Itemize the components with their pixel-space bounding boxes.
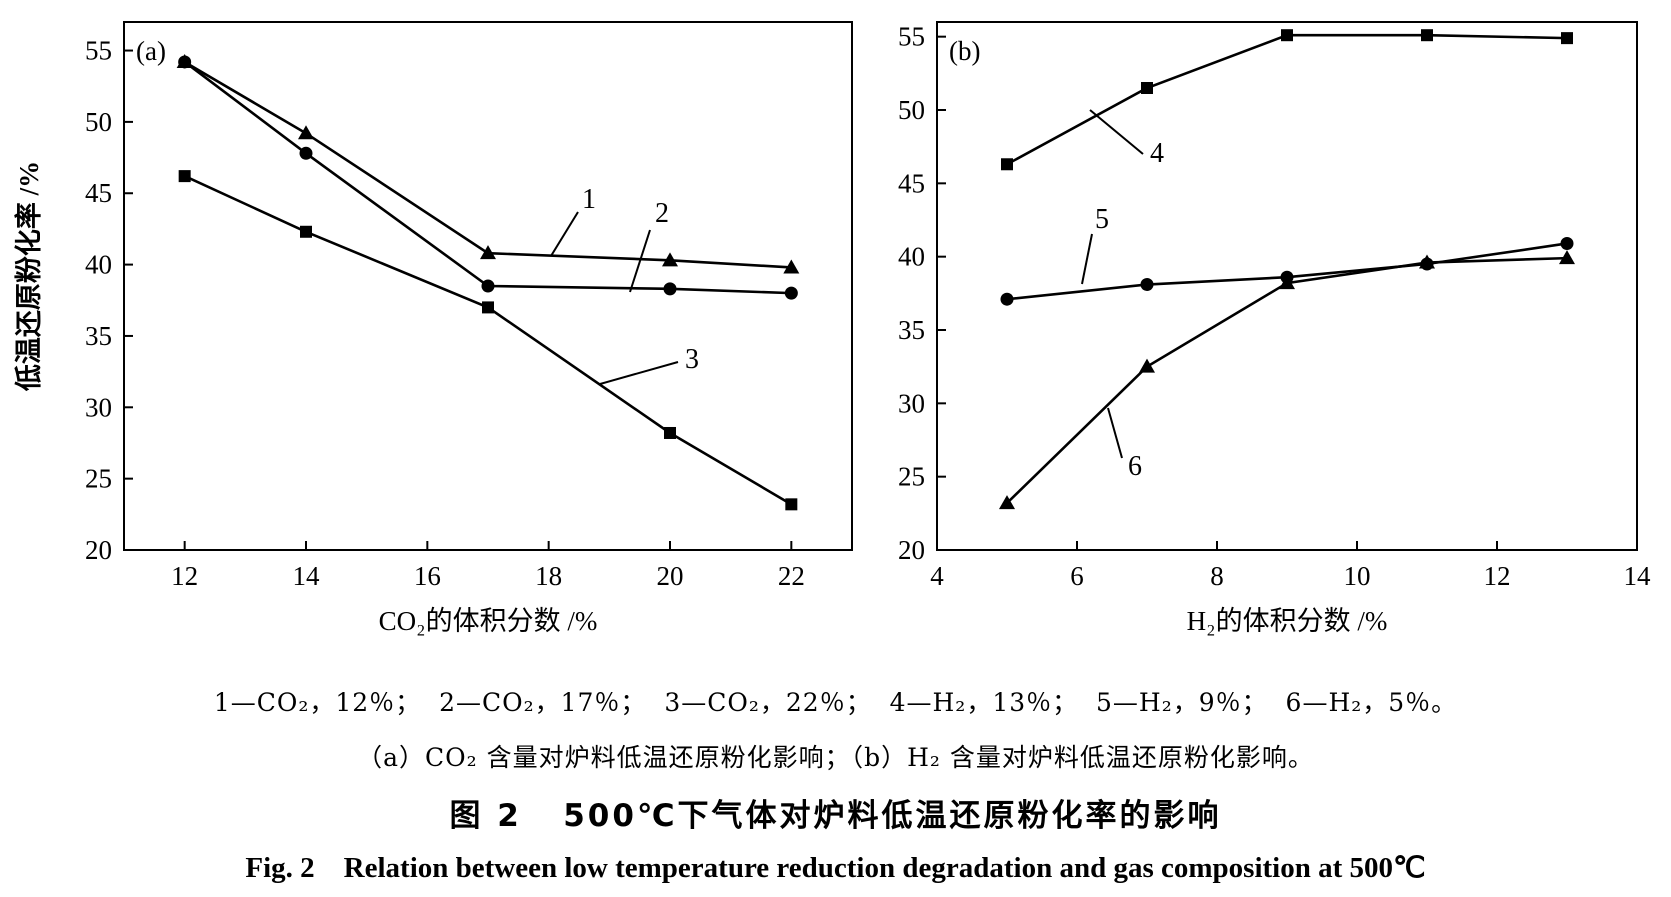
y-tick-label: 50 — [898, 95, 925, 125]
series-leader-6 — [1107, 407, 1123, 459]
series-line-1 — [184, 60, 792, 269]
x-tick-label: 12 — [171, 561, 198, 591]
marker-triangle-p0-s0-3 — [662, 252, 678, 267]
y-tick-label: 35 — [85, 321, 112, 351]
subfigure-caption: （a）CO₂ 含量对炉料低温还原粉化影响；（b）H₂ 含量对炉料低温还原粉化影响… — [0, 738, 1671, 774]
x-axis-label: H₂的体积分数 /% — [1187, 606, 1388, 636]
y-tick-label: 30 — [85, 392, 112, 422]
y-tick-label: 40 — [898, 242, 925, 272]
x-tick-label: 10 — [1344, 561, 1371, 591]
series-leader-5 — [1081, 233, 1093, 285]
y-tick-label: 25 — [898, 462, 925, 492]
x-tick-label: 6 — [1070, 561, 1084, 591]
marker-triangle-p1-s2-1 — [1139, 358, 1155, 373]
series-5: 5 — [1000, 204, 1574, 306]
series-label-5: 5 — [1095, 204, 1109, 235]
series-3: 3 — [178, 170, 798, 511]
series-6: 6 — [999, 250, 1575, 510]
legend-caption-text: 1—CO₂，12％； 2—CO₂，17％； 3—CO₂，22％； 4—H₂，13… — [213, 688, 1458, 717]
marker-triangle-p1-s2-0 — [999, 495, 1015, 510]
series-label-3: 3 — [685, 344, 699, 375]
series-label-4: 4 — [1150, 138, 1164, 169]
x-axis-label: CO₂的体积分数 /% — [379, 606, 598, 636]
marker-circle-p0-s1-3 — [663, 282, 677, 296]
series-4: 4 — [1001, 29, 1573, 171]
series-leader-4 — [1089, 109, 1144, 155]
marker-square-p1-s0-2 — [1281, 29, 1293, 42]
marker-triangle-p1-s2-4 — [1559, 250, 1575, 265]
legend-caption: 1—CO₂，12％； 2—CO₂，17％； 3—CO₂，22％； 4—H₂，13… — [0, 683, 1671, 719]
plot-frame — [123, 21, 853, 551]
x-tick-label: 18 — [535, 561, 562, 591]
x-tick-label: 12 — [1484, 561, 1511, 591]
figure-title-chinese: 图 2 500℃下气体对炉料低温还原粉化率的影响 — [0, 790, 1671, 835]
plot-frame — [936, 21, 1638, 551]
marker-triangle-p0-s0-4 — [783, 259, 800, 274]
y-tick-label: 25 — [85, 464, 112, 494]
series-leader-3 — [599, 361, 679, 385]
series-line-6 — [1006, 256, 1568, 504]
marker-square-p0-s2-3 — [664, 426, 676, 439]
y-tick-label: 55 — [898, 22, 925, 52]
y-tick-label: 35 — [898, 315, 925, 345]
y-tick-label: 20 — [898, 535, 925, 565]
marker-square-p0-s2-1 — [300, 225, 312, 238]
series-label-2: 2 — [655, 198, 669, 229]
y-tick-label: 45 — [898, 168, 925, 198]
y-axis-label: 低温还原粉化率 /% — [13, 161, 44, 392]
subfigure-caption-text: （a）CO₂ 含量对炉料低温还原粉化影响；（b）H₂ 含量对炉料低温还原粉化影响… — [357, 743, 1314, 772]
x-tick-label: 4 — [930, 561, 944, 591]
series-label-1: 1 — [582, 184, 596, 215]
marker-square-p0-s2-2 — [482, 301, 494, 314]
series-label-6: 6 — [1128, 451, 1142, 482]
series-leader-1 — [550, 211, 579, 257]
y-tick-label: 45 — [85, 178, 112, 208]
x-tick-label: 22 — [778, 561, 805, 591]
marker-circle-p0-s1-1 — [299, 146, 313, 160]
marker-square-p1-s0-4 — [1561, 32, 1573, 45]
marker-square-p1-s0-1 — [1141, 82, 1153, 94]
marker-triangle-p1-s2-2 — [1279, 275, 1295, 290]
panel-label: (a) — [136, 36, 166, 66]
series-line-3 — [184, 174, 792, 506]
marker-circle-p1-s1-0 — [1000, 292, 1014, 306]
x-tick-label: 16 — [414, 561, 441, 591]
marker-triangle-p0-s0-1 — [298, 125, 314, 140]
series-leader-2 — [629, 229, 651, 293]
marker-triangle-p1-s2-3 — [1419, 254, 1435, 269]
x-tick-label: 8 — [1210, 561, 1224, 591]
marker-square-p0-s2-0 — [178, 170, 191, 183]
marker-square-p1-s0-0 — [1001, 158, 1013, 171]
marker-circle-p0-s1-0 — [178, 55, 192, 69]
figure-title-english-text: Fig. 2 Relation between low temperature … — [245, 852, 1426, 884]
x-tick-label: 20 — [657, 561, 684, 591]
panel-label: (b) — [949, 36, 980, 66]
y-tick-label: 50 — [85, 107, 112, 137]
series-1: 1 — [176, 53, 800, 274]
y-tick-label: 40 — [85, 250, 112, 280]
marker-square-p1-s0-3 — [1421, 29, 1433, 42]
series-line-4 — [1006, 33, 1568, 166]
marker-circle-p0-s1-4 — [784, 286, 798, 300]
y-tick-label: 20 — [85, 535, 112, 565]
x-tick-label: 14 — [293, 561, 321, 591]
marker-circle-p0-s1-2 — [481, 279, 495, 293]
marker-circle-p1-s1-4 — [1560, 236, 1574, 250]
figure-title-chinese-text: 图 2 500℃下气体对炉料低温还原粉化率的影响 — [449, 798, 1222, 834]
marker-square-p0-s2-4 — [785, 498, 798, 511]
x-tick-label: 14 — [1624, 561, 1652, 591]
y-tick-label: 30 — [898, 388, 925, 418]
y-tick-label: 55 — [85, 36, 112, 66]
figure-title-english: Fig. 2 Relation between low temperature … — [0, 850, 1671, 885]
marker-triangle-p0-s0-2 — [480, 245, 496, 260]
marker-circle-p1-s1-1 — [1140, 278, 1154, 292]
series-2: 2 — [178, 55, 798, 300]
